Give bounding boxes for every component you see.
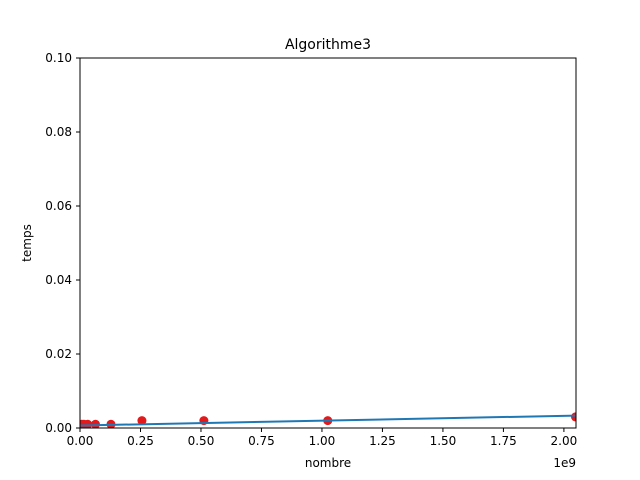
y-tick-label: 0.10: [45, 51, 72, 65]
y-tick-label: 0.08: [45, 125, 72, 139]
x-tick-label: 1.50: [430, 434, 457, 448]
x-tick-label: 0.25: [127, 434, 154, 448]
plot-frame: [79, 57, 577, 429]
scatter-point: [106, 419, 116, 428]
plot-area: [80, 58, 576, 428]
chart-title: Algorithme3: [285, 37, 371, 53]
y-tick-label: 0.02: [45, 347, 72, 361]
y-axis-label: temps: [20, 224, 34, 262]
x-tick-label: 2.00: [551, 434, 578, 448]
scatter-point: [137, 416, 147, 426]
x-tick-label: 1.00: [309, 434, 336, 448]
fit-line: [80, 414, 576, 427]
x-tick-label: 1.25: [369, 434, 396, 448]
x-tick-label: 0.00: [67, 434, 94, 448]
x-tick-label: 0.50: [188, 434, 215, 448]
y-tick-label: 0.00: [45, 421, 72, 435]
axis-ticks: 0.00 0.25 0.50 0.75 1.00 1.25 1.50 1.75 2.00 0.00…: [45, 51, 577, 448]
plot-series-group: [80, 412, 576, 428]
scatter-point: [83, 419, 93, 428]
x-tick-label: 1.75: [490, 434, 517, 448]
y-tick-label: 0.04: [45, 273, 72, 287]
x-axis-offset-label: 1e9: [553, 456, 576, 470]
x-axis-label: nombre: [305, 456, 351, 470]
x-tick-label: 0.75: [248, 434, 275, 448]
chart-marks: [80, 412, 576, 428]
y-tick-label: 0.06: [45, 199, 72, 213]
